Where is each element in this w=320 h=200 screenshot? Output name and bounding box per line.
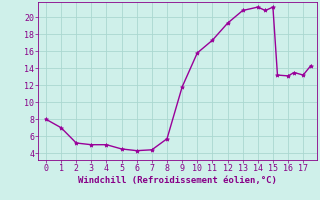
X-axis label: Windchill (Refroidissement éolien,°C): Windchill (Refroidissement éolien,°C) (78, 176, 277, 185)
